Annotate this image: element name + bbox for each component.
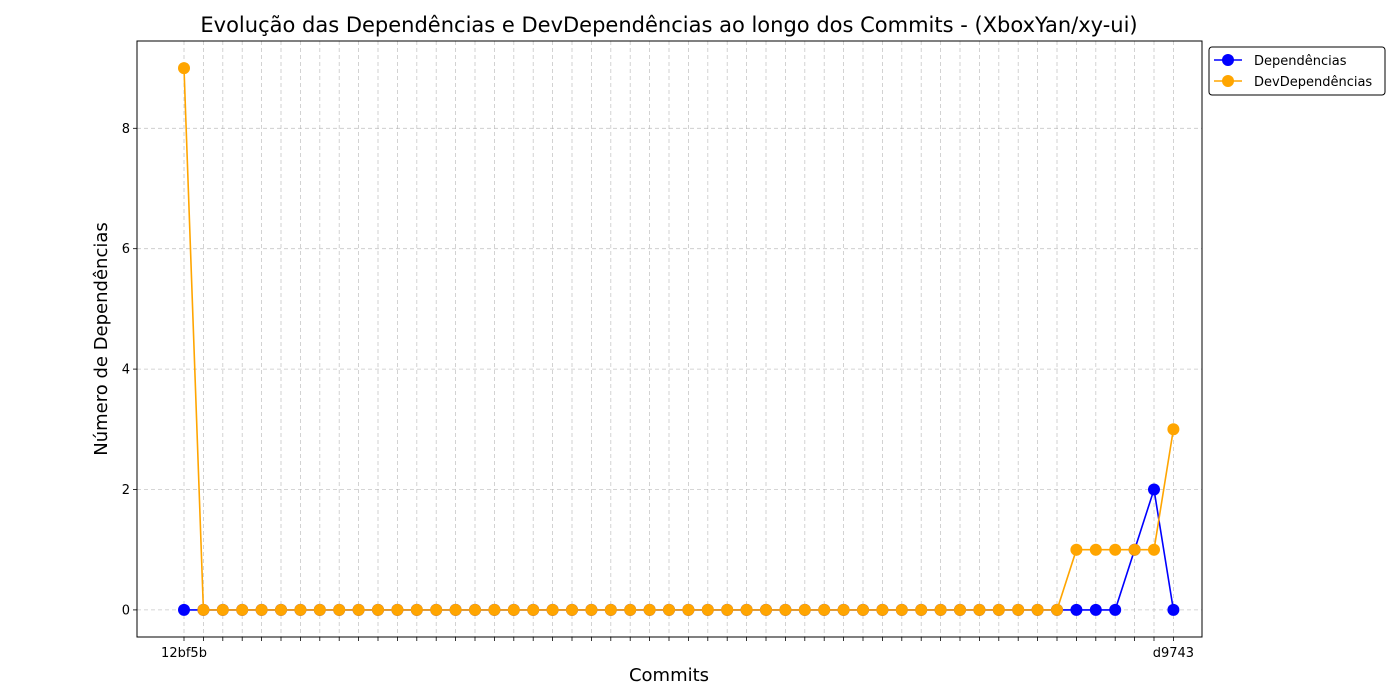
y-tick-label: 6 (122, 242, 130, 257)
data-point (663, 603, 675, 616)
series-line-1 (183, 68, 1175, 611)
plot-frame (136, 40, 1203, 638)
data-point (1109, 603, 1122, 616)
legend-marker-dependencias (1222, 54, 1234, 66)
data-point (410, 603, 423, 616)
data-point (798, 603, 811, 616)
data-point (624, 603, 637, 616)
data-point (1167, 603, 1180, 616)
data-point (915, 603, 928, 616)
data-point (488, 603, 501, 616)
data-point (294, 603, 307, 616)
x-tick-label: 12bf5b (161, 646, 207, 661)
chart-title: Evolução das Dependências e DevDependênc… (200, 13, 1137, 37)
data-point (236, 603, 249, 616)
data-point (216, 603, 229, 616)
data-point (197, 603, 210, 616)
data-point (973, 603, 986, 616)
data-point (352, 603, 365, 616)
data-point (1167, 423, 1180, 436)
data-point (1031, 603, 1044, 616)
data-point (449, 603, 462, 616)
data-point (857, 603, 869, 616)
series-layer (178, 62, 1180, 616)
x-axis-label: Commits (629, 665, 709, 686)
data-point (682, 603, 695, 616)
data-point (1051, 603, 1063, 616)
data-point (934, 603, 947, 616)
data-point (701, 603, 714, 616)
data-point (546, 603, 559, 616)
x-tick-label: d9743 (1153, 646, 1194, 661)
y-axis-label: Número de Dependências (91, 222, 112, 456)
data-point (1089, 603, 1102, 616)
legend-marker-devdependencias (1222, 75, 1234, 87)
data-point (837, 603, 850, 616)
series-line-0 (184, 489, 1175, 611)
legend: Dependências DevDependências (1208, 46, 1386, 96)
grid (137, 41, 1202, 637)
data-point (1089, 543, 1102, 556)
data-point (178, 603, 190, 616)
data-point (1148, 543, 1160, 556)
data-point (391, 603, 404, 616)
data-point (818, 603, 831, 616)
data-point (1070, 603, 1083, 616)
y-tick-label: 4 (122, 363, 130, 378)
data-point (507, 603, 520, 616)
data-point (527, 603, 540, 616)
data-point (178, 62, 190, 75)
data-point (876, 603, 889, 616)
data-point (275, 603, 287, 616)
data-point (430, 603, 443, 616)
data-point (760, 603, 772, 616)
y-tick-label: 0 (122, 603, 130, 618)
data-point (566, 603, 578, 616)
data-point (1070, 543, 1083, 556)
legend-label-devdependencias: DevDependências (1254, 75, 1372, 90)
legend-label-dependencias: Dependências (1254, 54, 1347, 69)
data-point (1012, 603, 1025, 616)
data-point (740, 603, 753, 616)
data-point (1109, 543, 1122, 556)
data-point (585, 603, 598, 616)
data-point (255, 603, 268, 616)
data-point (721, 603, 734, 616)
data-point (1128, 543, 1141, 556)
data-point (992, 603, 1005, 616)
y-tick-label: 2 (122, 483, 130, 498)
data-point (313, 603, 326, 616)
data-point (469, 603, 481, 616)
legend-box (1208, 46, 1386, 96)
data-point (1148, 483, 1160, 496)
data-point (895, 603, 908, 616)
data-point (333, 603, 346, 616)
ticks: 0 2 4 6 8 12bf5b d9743 (122, 122, 1194, 661)
data-point (954, 603, 966, 616)
data-point (643, 603, 656, 616)
y-tick-label: 8 (122, 122, 130, 137)
data-point (372, 603, 384, 616)
data-point (779, 603, 792, 616)
data-point (604, 603, 617, 616)
